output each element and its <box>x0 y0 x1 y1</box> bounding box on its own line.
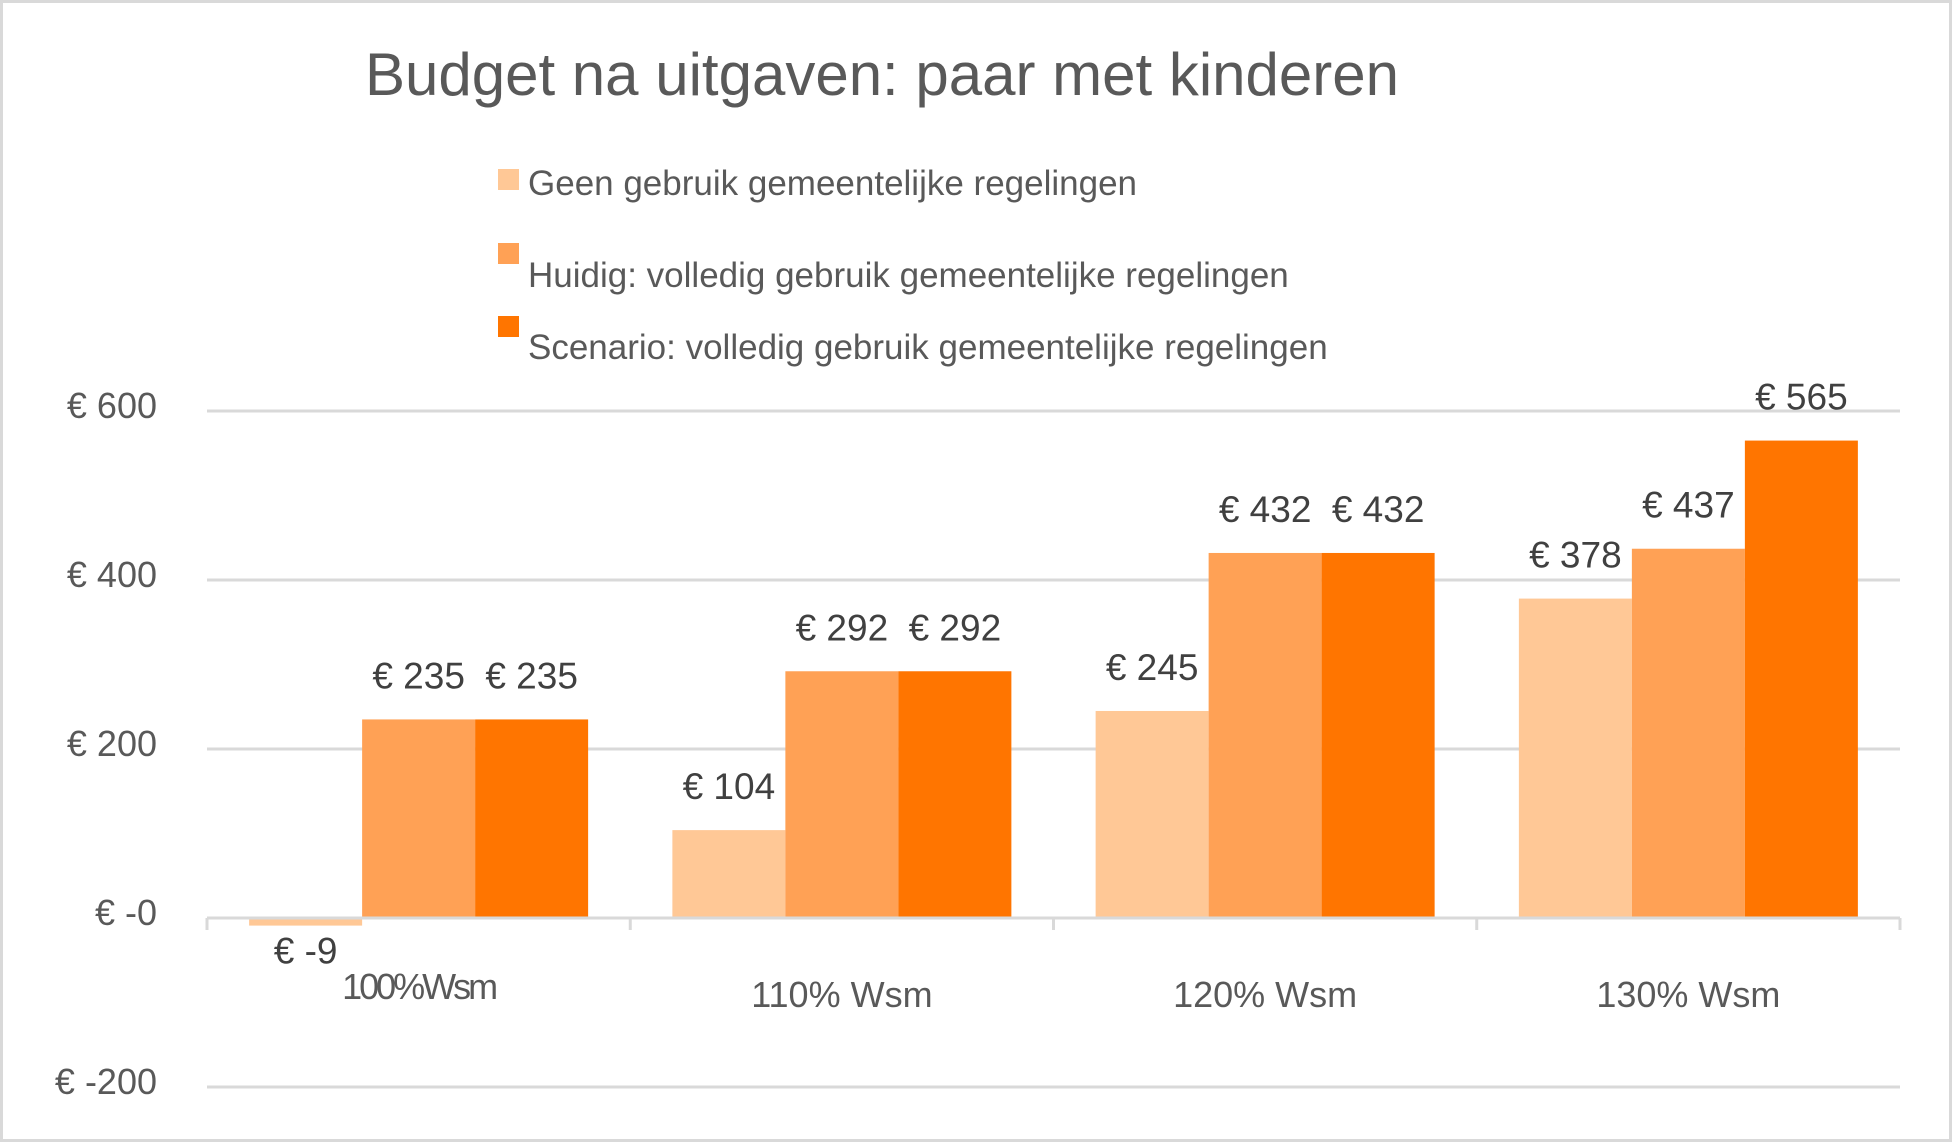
legend-swatch <box>498 169 519 190</box>
y-tick-label: € -0 <box>95 892 157 933</box>
bar <box>1518 598 1632 918</box>
data-label: € 235 <box>372 655 465 696</box>
y-tick-label: € -200 <box>55 1061 157 1102</box>
y-tick-label: € 200 <box>67 723 157 764</box>
legend-item[interactable]: Huidig: volledig gebruik gemeentelijke r… <box>498 243 1289 295</box>
data-labels: € -9 € 235 € 235 € 104 € 292 € 292 € 245 € 432 €… <box>274 377 1848 972</box>
bar <box>1208 552 1322 918</box>
bar <box>898 671 1012 918</box>
legend-item[interactable]: Scenario: volledig gebruik gemeentelijke… <box>498 316 1328 367</box>
bar <box>1321 552 1435 918</box>
data-label: € 292 <box>909 607 1002 648</box>
data-label: € -9 <box>274 931 338 972</box>
legend-label: Geen gebruik gemeentelijke regelingen <box>528 164 1137 203</box>
data-label: € 378 <box>1529 535 1622 576</box>
legend-swatch <box>498 243 519 264</box>
x-axis: 100%Wsm 110% Wsm 120% Wsm 130% Wsm <box>205 916 1902 1015</box>
bar <box>1744 440 1858 918</box>
data-label: € 104 <box>683 766 776 807</box>
data-label: € 245 <box>1106 647 1199 688</box>
data-label: € 292 <box>796 607 889 648</box>
chart-title: Budget na uitgaven: paar met kinderen <box>365 41 1399 108</box>
bar <box>249 918 363 926</box>
x-tick-label: 110% Wsm <box>751 974 932 1015</box>
bar <box>1095 710 1209 918</box>
y-tick-label: € 600 <box>67 385 157 426</box>
x-tick-label: 120% Wsm <box>1173 974 1357 1015</box>
bar <box>672 830 786 918</box>
y-axis: € 600 € 400 € 200 € -0 € -200 <box>55 385 157 1102</box>
legend-swatch <box>498 316 519 337</box>
legend: Geen gebruik gemeentelijke regelingen Hui… <box>498 164 1328 367</box>
y-tick-label: € 400 <box>67 554 157 595</box>
x-tick-label: 130% Wsm <box>1596 974 1780 1015</box>
bar <box>362 719 476 918</box>
legend-label: Huidig: volledig gebruik gemeentelijke r… <box>528 256 1289 295</box>
legend-label: Scenario: volledig gebruik gemeentelijke… <box>528 328 1328 367</box>
bar <box>785 671 899 918</box>
bar <box>475 719 589 918</box>
x-tick-label: 100%Wsm <box>342 966 496 1007</box>
data-label: € 432 <box>1219 489 1312 530</box>
bar <box>1631 548 1745 918</box>
legend-item[interactable]: Geen gebruik gemeentelijke regelingen <box>498 164 1137 203</box>
data-label: € 437 <box>1642 485 1735 526</box>
bars <box>249 440 1858 926</box>
data-label: € 432 <box>1332 489 1425 530</box>
data-label: € 235 <box>485 655 578 696</box>
data-label: € 565 <box>1755 377 1848 418</box>
